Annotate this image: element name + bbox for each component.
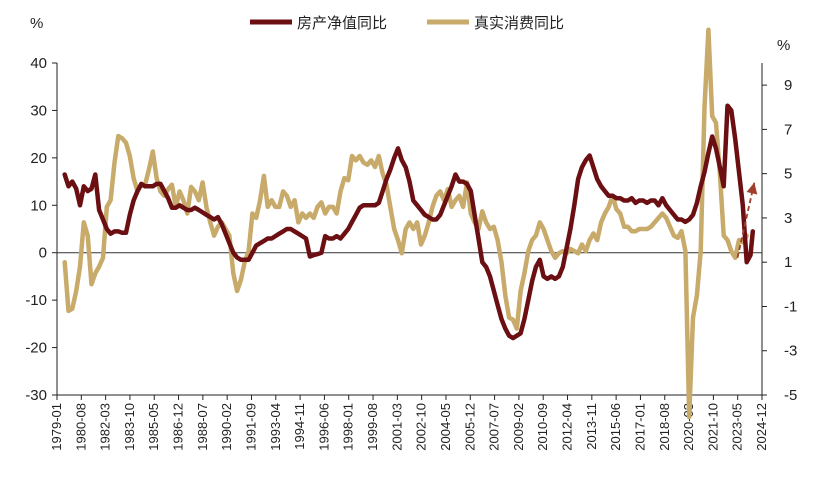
x-tick-label: 2009-02 xyxy=(511,403,526,451)
left-axis-unit: % xyxy=(30,15,43,32)
x-tick-label: 1982-03 xyxy=(98,403,113,451)
x-tick-label: 1991-09 xyxy=(243,403,258,451)
x-tick-label: 2017-01 xyxy=(632,403,647,451)
legend-label-series-1: 真实消费同比 xyxy=(474,14,564,32)
right-tick-label: 9 xyxy=(784,77,792,94)
right-axis-unit: % xyxy=(777,37,790,54)
x-tick-label: 1993-04 xyxy=(268,403,283,451)
x-tick-label: 1990-02 xyxy=(219,403,234,451)
x-tick-label: 1996-06 xyxy=(316,403,331,451)
trend-arrow-line xyxy=(736,182,756,258)
left-tick-label: 20 xyxy=(30,150,47,167)
x-tick-label: 1979-01 xyxy=(49,403,64,451)
x-tick-label: 1994-11 xyxy=(292,403,307,450)
right-tick-label: -5 xyxy=(784,387,797,404)
x-tick-label: 2005-12 xyxy=(462,403,477,451)
x-tick-label: 2013-11 xyxy=(584,403,599,450)
x-tick-label: 2015-06 xyxy=(608,403,623,451)
x-tick-label: 2004-05 xyxy=(438,403,453,451)
right-axis-unit-label: % xyxy=(777,37,790,54)
left-axis-unit-label: % xyxy=(30,15,43,32)
left-tick-label: 0 xyxy=(39,245,47,262)
left-tick-label: 40 xyxy=(30,55,47,72)
legend-label-series-0: 房产净值同比 xyxy=(297,14,387,32)
left-tick-label: -30 xyxy=(25,387,47,404)
legend-item-series-0: 房产净值同比 xyxy=(250,14,387,32)
series-lines xyxy=(62,27,756,420)
right-tick-label: 1 xyxy=(784,254,792,271)
legend-item-series-1: 真实消费同比 xyxy=(427,14,564,32)
x-tick-label: 2012-04 xyxy=(560,403,575,451)
left-tick-label: -10 xyxy=(25,292,47,309)
right-tick-label: -1 xyxy=(784,298,797,315)
x-tick-label: 1986-12 xyxy=(171,403,186,451)
x-tick-label: 1998-01 xyxy=(341,403,356,451)
right-tick-label: 3 xyxy=(784,210,792,227)
right-tick-label: 7 xyxy=(784,121,792,138)
right-tick-label: 5 xyxy=(784,166,792,183)
x-tick-label: 2001-03 xyxy=(389,403,404,451)
left-tick-label: -20 xyxy=(25,340,47,357)
x-tick-label: 1985-05 xyxy=(146,403,161,451)
trend-arrow-head xyxy=(746,182,758,195)
left-tick-label: 30 xyxy=(30,102,47,119)
legend: 房产净值同比 真实消费同比 xyxy=(250,14,564,32)
series-line-0 xyxy=(62,103,756,341)
x-tick-label: 2002-10 xyxy=(414,403,429,451)
x-tick-label: 1980-08 xyxy=(73,403,88,451)
right-tick-label: -3 xyxy=(784,343,797,360)
x-tick-label: 1983-10 xyxy=(122,403,137,451)
left-tick-label: 10 xyxy=(30,197,47,214)
x-tick-label: 1999-08 xyxy=(365,403,380,451)
x-tick-label: 1988-07 xyxy=(195,403,210,451)
x-tick-label: 2007-07 xyxy=(487,403,502,451)
x-tick-label: 2010-09 xyxy=(535,403,550,451)
x-tick-label: 2018-08 xyxy=(657,403,672,451)
x-tick-label: 2021-10 xyxy=(705,403,720,451)
x-tick-label: 2020-03 xyxy=(681,403,696,451)
axes: -30 -20 -10 0 10 20 30 40 -5 -3 -1 1 3 5 7 9 1979-01 1980… xyxy=(25,55,797,451)
annotations xyxy=(736,182,758,258)
x-tick-label: 2024-12 xyxy=(754,403,769,451)
x-tick-label: 2023-05 xyxy=(730,403,745,451)
series-line-1 xyxy=(62,27,749,420)
